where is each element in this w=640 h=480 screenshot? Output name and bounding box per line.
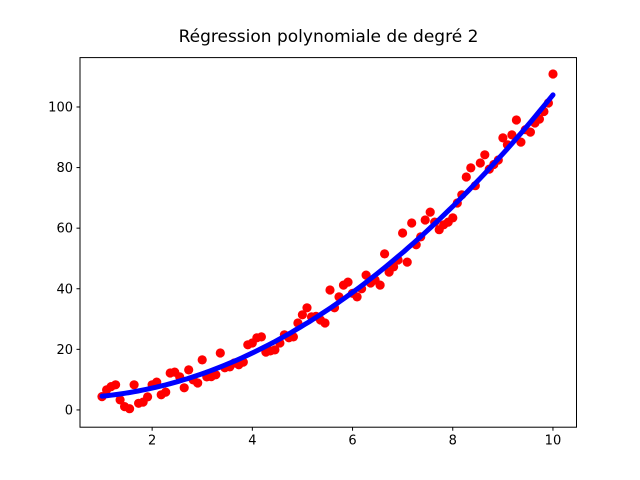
data-point: [448, 213, 458, 223]
y-axis: 0 20 40 60 80 100: [48, 100, 80, 418]
data-point: [320, 318, 330, 328]
chart-title: Régression polynomiale de degré 2: [178, 27, 479, 47]
x-tick-label: 6: [348, 434, 356, 449]
data-point: [197, 355, 207, 365]
data-point: [420, 215, 430, 225]
data-point: [343, 277, 353, 287]
data-point: [480, 150, 490, 160]
data-point: [129, 380, 139, 390]
data-point: [525, 127, 536, 137]
y-tick-label: 20: [56, 343, 73, 358]
data-point: [398, 228, 408, 238]
data-point: [297, 310, 307, 320]
y-tick-label: 0: [65, 403, 73, 418]
data-point: [302, 303, 312, 313]
data-point: [111, 380, 121, 390]
x-tick-label: 10: [545, 434, 562, 449]
data-point: [352, 292, 362, 302]
data-point: [516, 137, 526, 147]
data-point: [256, 332, 266, 342]
data-point: [407, 218, 417, 228]
y-tick-label: 60: [56, 222, 73, 237]
data-point: [425, 207, 435, 217]
data-point: [215, 348, 225, 358]
data-point: [143, 392, 153, 402]
x-axis: 2 4 6 8 10: [148, 427, 561, 449]
x-tick-label: 2: [148, 434, 156, 449]
scatter-series: [97, 69, 558, 414]
data-point: [193, 378, 203, 388]
y-tick-label: 100: [48, 100, 73, 115]
data-point: [125, 404, 135, 414]
data-point: [466, 163, 476, 173]
data-point: [184, 365, 194, 375]
data-point: [115, 395, 125, 405]
y-tick-label: 80: [56, 161, 73, 176]
data-point: [511, 115, 521, 125]
data-point: [211, 370, 221, 380]
data-point: [270, 345, 280, 355]
data-point: [161, 387, 171, 397]
data-point: [461, 172, 471, 182]
data-point: [475, 158, 485, 168]
data-point: [380, 249, 390, 259]
x-tick-label: 4: [248, 434, 256, 449]
regression-curve: [99, 92, 556, 399]
data-point: [325, 285, 335, 295]
x-tick-label: 8: [449, 434, 457, 449]
data-point: [179, 383, 189, 393]
plot-border: [79, 57, 577, 428]
y-tick-label: 40: [56, 282, 73, 297]
data-point: [375, 280, 385, 290]
data-point: [498, 133, 508, 143]
data-point: [548, 69, 558, 79]
data-point: [402, 257, 412, 267]
